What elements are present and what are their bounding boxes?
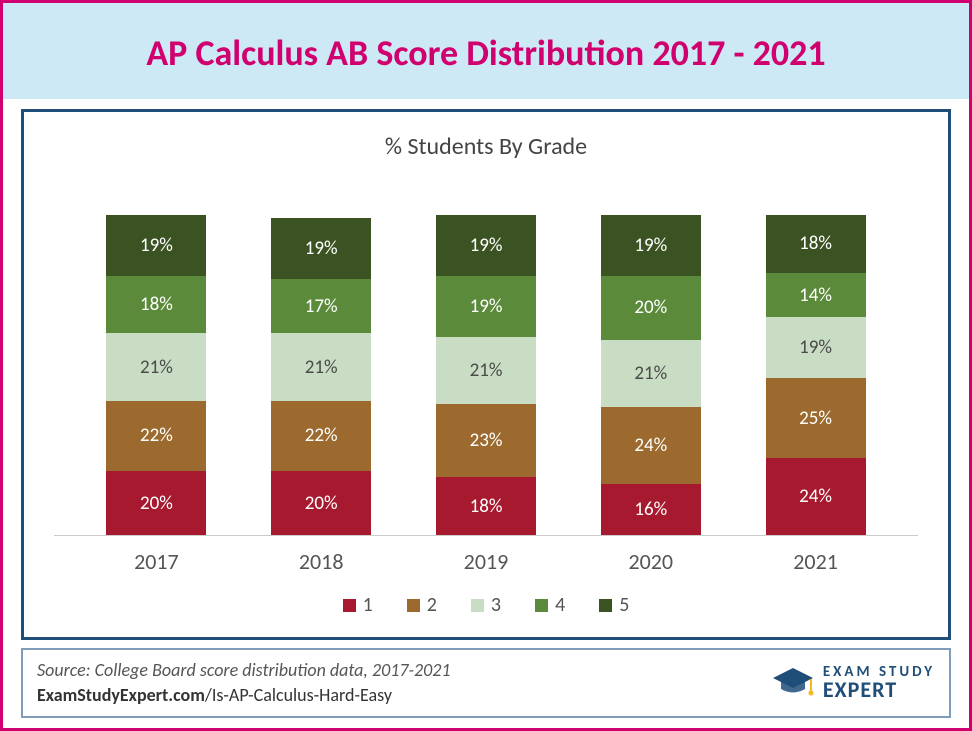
bar-segment-grade-4: 14%: [766, 273, 866, 318]
bar-segment-grade-5: 19%: [271, 218, 371, 279]
stacked-bar: 20%22%21%18%19%: [106, 215, 206, 535]
bar-segment-grade-5: 19%: [601, 215, 701, 276]
legend-item-grade-4: 4: [535, 593, 565, 617]
site-path: /Is-AP-Calculus-Hard-Easy: [205, 684, 392, 706]
bar-segment-grade-2: 22%: [271, 401, 371, 471]
legend-label: 1: [363, 593, 373, 617]
legend-label: 5: [619, 593, 629, 617]
bar-segment-grade-2: 24%: [601, 407, 701, 484]
source-citation: Source: College Board score distribution…: [37, 658, 451, 683]
chart-frame: % Students By Grade 20%22%21%18%19%20%22…: [21, 109, 951, 640]
bar-segment-grade-3: 21%: [601, 340, 701, 407]
bar-segment-grade-4: 18%: [106, 276, 206, 334]
brand-logo: EXAM STUDY EXPERT: [771, 665, 935, 700]
legend-swatch: [407, 599, 420, 612]
x-axis-labels: 2017 2018 2019 2020 2021: [54, 536, 918, 593]
infographic-frame: AP Calculus AB Score Distribution 2017 -…: [0, 0, 972, 731]
brand-bottom: EXPERT: [823, 680, 935, 701]
bar-segment-grade-5: 18%: [766, 215, 866, 273]
bar-segment-grade-4: 19%: [436, 276, 536, 337]
x-tick-label: 2017: [101, 548, 211, 575]
legend-label: 3: [491, 593, 501, 617]
stacked-bar: 20%22%21%17%19%: [271, 218, 371, 535]
bar-segment-grade-1: 24%: [766, 458, 866, 535]
bar-segment-grade-3: 19%: [766, 317, 866, 378]
bar-column: 20%22%21%18%19%: [101, 191, 211, 535]
x-tick-label: 2019: [431, 548, 541, 575]
bar-segment-grade-3: 21%: [436, 337, 536, 404]
legend-swatch: [471, 599, 484, 612]
footer-bar: Source: College Board score distribution…: [21, 648, 951, 718]
bar-column: 20%22%21%17%19%: [266, 191, 376, 535]
bar-column: 18%23%21%19%19%: [431, 191, 541, 535]
stacked-bar: 24%25%19%14%18%: [766, 215, 866, 535]
title-band: AP Calculus AB Score Distribution 2017 -…: [3, 3, 969, 99]
x-tick-label: 2018: [266, 548, 376, 575]
bar-segment-grade-4: 20%: [601, 276, 701, 340]
legend-item-grade-5: 5: [599, 593, 629, 617]
bar-segment-grade-2: 23%: [436, 404, 536, 478]
bar-segment-grade-2: 22%: [106, 401, 206, 471]
bar-segment-grade-1: 20%: [271, 471, 371, 535]
stacked-bar-plot: 20%22%21%18%19%20%22%21%17%19%18%23%21%1…: [54, 191, 918, 536]
site-line: ExamStudyExpert.com/Is-AP-Calculus-Hard-…: [37, 683, 451, 708]
bar-column: 24%25%19%14%18%: [761, 191, 871, 535]
chart-legend: 1 2 3 4 5: [54, 593, 918, 627]
stacked-bar: 18%23%21%19%19%: [436, 215, 536, 535]
bar-segment-grade-4: 17%: [271, 279, 371, 333]
page-title: AP Calculus AB Score Distribution 2017 -…: [23, 31, 949, 75]
bar-segment-grade-3: 21%: [106, 333, 206, 400]
bar-segment-grade-1: 18%: [436, 477, 536, 535]
legend-label: 4: [555, 593, 565, 617]
legend-item-grade-2: 2: [407, 593, 437, 617]
x-tick-label: 2021: [761, 548, 871, 575]
x-tick-label: 2020: [596, 548, 706, 575]
legend-item-grade-1: 1: [343, 593, 373, 617]
bar-segment-grade-1: 20%: [106, 471, 206, 535]
legend-swatch: [599, 599, 612, 612]
footer-text: Source: College Board score distribution…: [37, 658, 451, 708]
legend-item-grade-3: 3: [471, 593, 501, 617]
bar-segment-grade-1: 16%: [601, 484, 701, 535]
legend-label: 2: [427, 593, 437, 617]
bar-column: 16%24%21%20%19%: [596, 191, 706, 535]
graduation-cap-icon: [771, 666, 815, 700]
legend-swatch: [343, 599, 356, 612]
legend-swatch: [535, 599, 548, 612]
bar-segment-grade-5: 19%: [106, 215, 206, 276]
bar-segment-grade-5: 19%: [436, 215, 536, 276]
brand-text: EXAM STUDY EXPERT: [823, 665, 935, 700]
bar-segment-grade-3: 21%: [271, 333, 371, 400]
site-domain: ExamStudyExpert.com: [37, 684, 205, 706]
chart-subtitle: % Students By Grade: [54, 132, 918, 161]
stacked-bar: 16%24%21%20%19%: [601, 215, 701, 535]
bar-segment-grade-2: 25%: [766, 378, 866, 458]
